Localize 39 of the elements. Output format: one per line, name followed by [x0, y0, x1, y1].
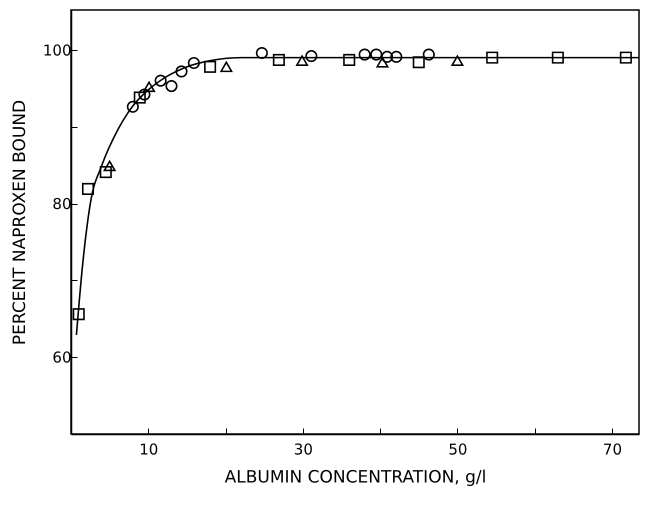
point [552, 52, 564, 64]
point [451, 55, 464, 66]
point [126, 100, 139, 113]
point [154, 74, 167, 87]
x-tick-label: 30 [294, 440, 313, 458]
point [358, 48, 371, 61]
point [305, 50, 318, 62]
point [412, 56, 425, 68]
x-axis-title: ALBUMIN CONCENTRATION, g/l [224, 468, 486, 488]
y-tick-label: 80 [52, 195, 72, 214]
point [134, 92, 146, 104]
point [620, 52, 632, 64]
point [175, 65, 188, 78]
point [72, 308, 85, 320]
point [188, 56, 200, 70]
point [143, 81, 156, 92]
point [296, 55, 308, 66]
point [486, 52, 498, 64]
point [422, 48, 435, 61]
y-tick-label: 60 [52, 348, 72, 367]
point [82, 182, 94, 196]
point [138, 88, 150, 101]
point [220, 62, 232, 72]
point [390, 50, 402, 63]
x-tick-label: 10 [139, 440, 158, 458]
point [376, 56, 388, 68]
point [343, 54, 356, 66]
point [104, 160, 116, 172]
point [256, 46, 268, 60]
point [272, 54, 285, 66]
point [381, 50, 394, 63]
point [165, 80, 178, 92]
point [370, 48, 382, 61]
y-axis-title: PERCENT NAPROXEN BOUND [10, 100, 30, 346]
y-tick-label: 100 [42, 41, 72, 60]
point [204, 60, 216, 73]
x-tick-label: 50 [448, 440, 468, 458]
point [100, 166, 112, 178]
x-tick-label: 70 [602, 440, 622, 458]
